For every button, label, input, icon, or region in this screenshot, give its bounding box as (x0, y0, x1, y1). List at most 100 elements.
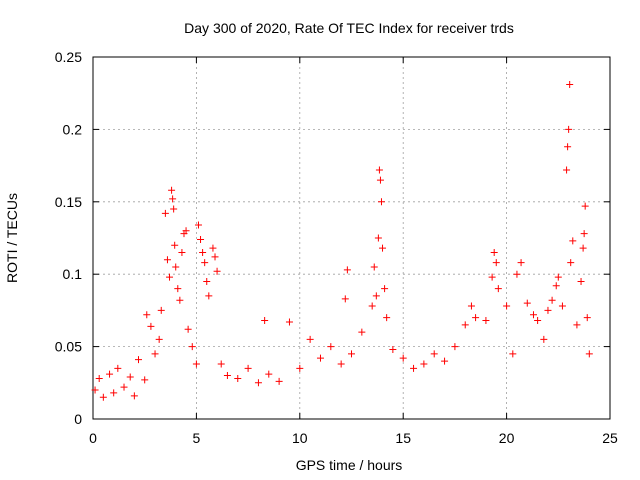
data-point (374, 234, 382, 242)
data-point (176, 296, 184, 304)
data-point (358, 328, 366, 336)
data-point (375, 166, 383, 174)
x-tick-label: 20 (499, 430, 515, 446)
data-point (91, 386, 99, 394)
data-point (197, 235, 205, 243)
data-point (565, 125, 573, 133)
data-point (573, 321, 581, 329)
data-point (213, 267, 221, 275)
data-point (585, 350, 593, 358)
data-point (203, 277, 211, 285)
data-point (420, 360, 428, 368)
data-point (348, 350, 355, 358)
data-point (494, 285, 502, 293)
data-point (166, 273, 174, 281)
data-point (490, 248, 498, 256)
data-point (517, 259, 525, 267)
data-point (244, 364, 252, 372)
data-point (194, 221, 202, 229)
data-point (172, 263, 180, 271)
data-point (171, 241, 179, 249)
data-point (379, 244, 387, 252)
data-point (554, 273, 562, 281)
grid-lines (93, 57, 610, 419)
data-point (482, 317, 490, 325)
data-point (147, 322, 155, 330)
data-point (182, 227, 190, 235)
data-point (234, 374, 242, 382)
x-axis-label: GPS time / hours (296, 457, 403, 473)
data-point (461, 321, 469, 329)
data-point (254, 379, 262, 387)
data-point (564, 143, 572, 151)
data-point (389, 345, 397, 353)
data-point (110, 389, 118, 397)
data-point (343, 266, 351, 274)
data-point (410, 364, 418, 372)
data-point (370, 263, 378, 271)
data-point (95, 374, 103, 382)
data-point (223, 372, 231, 380)
data-point (178, 248, 186, 256)
y-tick-label: 0 (74, 411, 82, 427)
data-point (157, 306, 165, 314)
data-point (580, 230, 588, 238)
data-point (201, 259, 209, 267)
data-point (567, 259, 575, 267)
data-point (377, 198, 385, 206)
y-tick-labels: 0 0.05 0.1 0.15 0.2 0.25 (55, 49, 82, 427)
axis-ticks (92, 56, 611, 420)
data-point (583, 314, 591, 322)
data-point (209, 244, 217, 252)
data-point (211, 253, 219, 261)
data-point (383, 314, 391, 322)
data-point (296, 364, 304, 372)
data-points (91, 81, 593, 401)
data-point (99, 393, 107, 401)
data-point (170, 205, 178, 213)
y-tick-label: 0.1 (63, 266, 83, 282)
data-point (552, 282, 560, 290)
data-point (155, 335, 163, 343)
data-point (503, 302, 511, 310)
y-axis-label: ROTI / TECUs (4, 193, 20, 283)
data-point (581, 202, 589, 210)
data-point (174, 285, 182, 293)
chart-title: Day 300 of 2020, Rate Of TEC Index for r… (184, 20, 514, 36)
data-point (529, 311, 537, 319)
data-point (169, 195, 177, 203)
data-point (134, 356, 142, 364)
y-tick-label: 0.25 (55, 49, 82, 65)
data-point (548, 296, 556, 304)
plot-frame (92, 56, 611, 420)
data-point (161, 209, 169, 217)
data-point (143, 311, 151, 319)
data-point (316, 354, 324, 362)
data-point (441, 357, 449, 365)
data-point (130, 392, 138, 400)
data-point (163, 256, 171, 264)
data-point (534, 317, 542, 325)
data-point (217, 360, 225, 368)
data-point (399, 354, 407, 362)
data-point (577, 277, 585, 285)
data-point (184, 325, 192, 333)
data-point (509, 350, 517, 358)
data-point (540, 335, 548, 343)
data-point (192, 360, 200, 368)
x-tick-label: 10 (292, 430, 308, 446)
x-tick-label: 25 (602, 430, 618, 446)
data-point (151, 350, 159, 358)
data-point (569, 237, 577, 245)
data-point (513, 270, 521, 278)
data-point (376, 176, 384, 184)
data-point (579, 244, 587, 252)
data-point (205, 292, 213, 300)
data-point (306, 335, 314, 343)
y-tick-label: 0.15 (55, 194, 82, 210)
data-point (141, 376, 149, 384)
data-point (472, 314, 480, 322)
data-point (285, 318, 293, 326)
x-tick-label: 5 (193, 430, 201, 446)
